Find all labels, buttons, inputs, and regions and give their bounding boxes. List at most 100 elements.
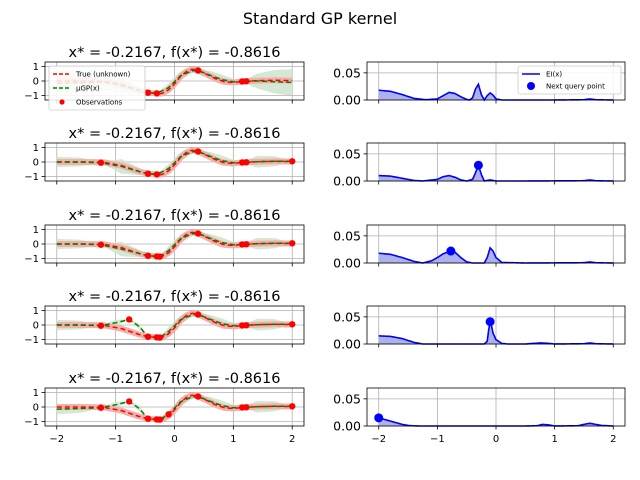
y-tick-label: 0.05 — [333, 146, 361, 161]
observation-point — [243, 78, 250, 85]
observation-point — [243, 404, 250, 411]
observation-point — [289, 240, 296, 247]
legend-ei-label: EI(x) — [546, 71, 562, 79]
observation-point — [97, 159, 105, 166]
next-query-point — [446, 246, 456, 256]
observation-point — [194, 393, 202, 400]
legend-next-point-swatch — [527, 82, 535, 90]
ei-panel: 0.00 0.05 — [333, 305, 626, 352]
row-5: −1 0 1 −2 −1 0 1 2 x* = -0.2167, f(x*) = -0.8616… — [24, 371, 626, 445]
y-tick-label: 0 — [33, 321, 39, 332]
gp-plot-area — [45, 143, 304, 181]
gp-mean-line — [56, 232, 293, 258]
x-tick-label: 2 — [289, 434, 295, 445]
row-1: −1 0 1 x* = -0.2167, f(x*) = -0.8616 True (u… — [24, 45, 626, 111]
observation-point — [289, 158, 296, 165]
y-tick-label: 0.05 — [333, 391, 361, 406]
ei-fill — [378, 247, 614, 263]
observation-point — [144, 170, 152, 177]
gp-panel: −1 0 1 x* = -0.2167, f(x*) = -0.8616 — [24, 289, 305, 348]
next-query-point — [374, 413, 384, 423]
x-tick-label: 0 — [171, 434, 177, 445]
x-tick-label: 0 — [493, 434, 499, 445]
observation-point — [144, 252, 152, 259]
observation-point — [243, 322, 250, 329]
y-tick-label: 0.05 — [333, 309, 361, 324]
observation-point — [156, 253, 163, 260]
observation-point — [194, 67, 202, 74]
x-tick-label: 1 — [230, 434, 236, 445]
y-tick-label: −1 — [24, 417, 39, 428]
gp-legend: True (unknown) μGP(x) Observations — [48, 65, 146, 111]
gp-plot-area — [45, 225, 304, 263]
y-tick-label: −1 — [24, 172, 39, 183]
y-tick-label: 0.05 — [333, 65, 361, 80]
ei-fill — [378, 321, 614, 344]
subplot-title: x* = -0.2167, f(x*) = -0.8616 — [69, 45, 281, 61]
gp-plot-area — [45, 306, 304, 344]
y-tick-label: 0.00 — [333, 93, 361, 108]
subplot-title: x* = -0.2167, f(x*) = -0.8616 — [69, 289, 281, 305]
x-tick-label: 2 — [610, 434, 616, 445]
y-tick-label: 0 — [33, 403, 39, 414]
observation-point — [289, 321, 296, 328]
observation-point — [194, 230, 202, 237]
subplot-title: x* = -0.2167, f(x*) = -0.8616 — [69, 126, 281, 142]
y-tick-label: −1 — [24, 254, 39, 265]
next-query-point — [485, 317, 495, 327]
observation-point — [289, 403, 296, 410]
observation-point — [97, 404, 105, 411]
ei-panel: 0.00 0.05 — [333, 224, 626, 271]
observation-point — [153, 90, 161, 97]
observation-point — [153, 171, 161, 178]
y-tick-label: −1 — [24, 335, 39, 346]
x-tick-label: −1 — [108, 434, 123, 445]
observation-point — [194, 311, 202, 318]
true-function-line — [56, 312, 293, 339]
legend-true-label: True (unknown) — [75, 71, 131, 79]
observation-point — [194, 148, 202, 155]
observation-point — [144, 333, 152, 340]
observation-point — [243, 159, 250, 166]
ei-panel: 0.00 0.05 −2 −1 0 1 2 — [333, 387, 626, 445]
true-function-line — [56, 149, 293, 176]
y-tick-label: 0.00 — [333, 174, 361, 189]
gp-plot-area — [45, 388, 304, 426]
ei-legend: EI(x) Next query point — [517, 65, 622, 95]
y-tick-label: 0 — [33, 158, 39, 169]
gp-panel: −1 0 1 −2 −1 0 1 2 x* = -0.2167, f(x*) = -0.8616 — [24, 371, 305, 445]
y-tick-label: 1 — [33, 143, 39, 154]
legend-mean-label: μGP(x) — [76, 85, 100, 93]
ei-fill — [378, 165, 614, 181]
x-tick-label: −1 — [430, 434, 445, 445]
panels: −1 0 1 x* = -0.2167, f(x*) = -0.8616 True (u… — [24, 45, 626, 445]
y-tick-label: 0.00 — [333, 337, 361, 352]
legend-box — [48, 65, 146, 111]
y-tick-label: 0 — [33, 240, 39, 251]
observation-point — [165, 411, 172, 418]
observation-point — [144, 89, 152, 96]
x-tick-label: −2 — [371, 434, 386, 445]
ei-fill — [378, 417, 614, 426]
observation-point — [156, 416, 163, 423]
observation-point — [125, 398, 133, 405]
subplot-title: x* = -0.2167, f(x*) = -0.8616 — [69, 371, 281, 387]
x-tick-label: 1 — [551, 434, 557, 445]
y-tick-label: 1 — [33, 306, 39, 317]
legend-observation-swatch — [59, 99, 65, 105]
y-tick-label: 0 — [33, 77, 39, 88]
y-tick-label: 0.00 — [333, 419, 361, 434]
gp-mean-line — [56, 150, 293, 176]
ei-panel: 0.00 0.05 — [333, 142, 626, 189]
y-tick-label: 1 — [33, 225, 39, 236]
observation-point — [243, 241, 250, 248]
observation-point — [97, 241, 105, 248]
figure-title: Standard GP kernel — [243, 9, 397, 28]
legend-observation-label: Observations — [76, 99, 123, 107]
next-query-point — [473, 160, 483, 170]
true-function-line — [56, 394, 293, 421]
